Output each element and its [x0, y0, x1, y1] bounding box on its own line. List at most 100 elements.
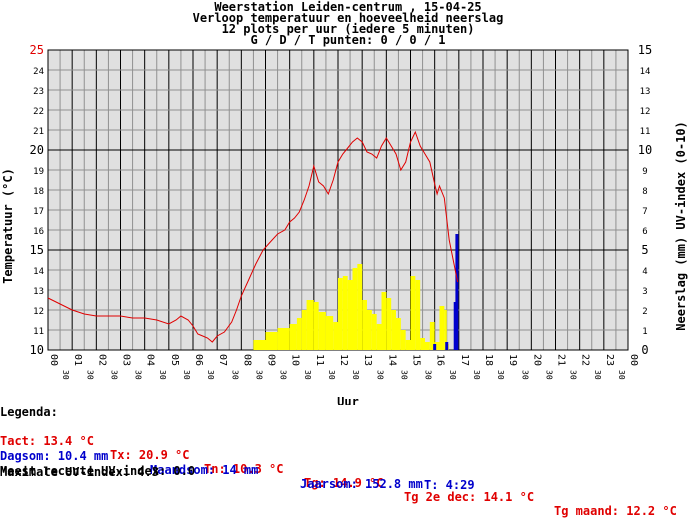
x-tick-half-hour: 30 [569, 370, 578, 380]
right-tick-label: 2 [642, 307, 647, 317]
precipitation-bar [439, 306, 445, 350]
precipitation-bar [338, 278, 343, 350]
right-tick-label: 5 [641, 243, 648, 257]
legend-tg-maand: Tg maand: 12.2 °C [554, 504, 677, 518]
left-tick-label: 21 [33, 127, 44, 137]
right-tick-label: 14 [640, 67, 651, 77]
x-tick-hour: 21 [556, 354, 567, 366]
left-tick-label: 10 [30, 343, 44, 357]
x-tick-half-hour: 30 [544, 370, 553, 380]
x-tick-hour: 19 [507, 354, 518, 366]
legend-precipitation-row: Dagsom: 10.4 mm Maandsom: 14 mm Jaarsom:… [0, 435, 423, 505]
uv-index-bar [445, 342, 449, 350]
x-tick-half-hour: 30 [158, 370, 167, 380]
precipitation-bar [429, 322, 435, 350]
temperature-series [47, 130, 459, 343]
x-tick-half-hour: 30 [593, 370, 602, 380]
x-tick-half-hour: 30 [279, 370, 288, 380]
x-tick-hour: 09 [266, 354, 277, 366]
uv-index-series [433, 234, 459, 350]
x-tick-half-hour: 30 [303, 370, 312, 380]
left-tick-label: 17 [33, 207, 44, 217]
precipitation-bar [396, 318, 401, 350]
right-tick-label: 3 [642, 287, 647, 297]
precipitation-bar [352, 268, 358, 350]
x-tick-half-hour: 30 [375, 370, 384, 380]
left-axis-ticks: 10 11 12 13 14 15 16 17 18 19 20 21 22 23 24 25 [30, 43, 44, 357]
x-tick-half-hour: 30 [61, 370, 70, 380]
precipitation-bar [391, 310, 396, 350]
x-tick-half-hour: 30 [182, 370, 191, 380]
x-tick-half-hour: 30 [134, 370, 143, 380]
precipitation-bar [333, 322, 338, 350]
precipitation-bar [420, 338, 425, 350]
precipitation-series [253, 264, 449, 350]
precipitation-bar [296, 318, 302, 350]
x-tick-half-hour: 30 [206, 370, 215, 380]
chart-title-line: 12 plots per uur (iedere 5 minuten) [222, 22, 475, 36]
left-tick-label: 22 [33, 107, 44, 117]
x-tick-hour: 06 [193, 354, 204, 366]
chart-title-line: Weerstation Leiden-centrum , 15-04-25 [214, 0, 481, 14]
precipitation-bar [425, 342, 430, 350]
x-tick-half-hour: 30 [520, 370, 529, 380]
x-tick-half-hour: 30 [496, 370, 505, 380]
precipitation-bar [405, 340, 411, 350]
x-tick-half-hour: 30 [424, 370, 433, 380]
uv-index-bar [455, 234, 459, 350]
precipitation-bar [325, 316, 334, 350]
left-tick-label: 25 [30, 43, 44, 57]
uv-index-bar [433, 344, 437, 350]
temperature-line [47, 130, 459, 343]
precipitation-bar [347, 280, 353, 350]
right-tick-label: 1 [642, 327, 647, 337]
right-tick-label: 11 [640, 127, 651, 137]
left-tick-label: 15 [30, 243, 44, 257]
legend-uv-recent-row: Meest recente UV-index: 0.0 T: 4:29 [0, 450, 475, 506]
x-tick-half-hour: 30 [448, 370, 457, 380]
y-axis-label-left: Temperatuur (°C) [1, 168, 15, 284]
chart-title-line: Verloop temperatuur en hoeveelheid neers… [193, 11, 504, 25]
x-axis-label: Uur [337, 395, 359, 405]
x-tick-half-hour: 30 [254, 370, 263, 380]
x-tick-hour: 11 [314, 354, 325, 366]
precipitation-bar [400, 330, 406, 350]
right-tick-label: 9 [642, 167, 647, 177]
precipitation-bar [289, 324, 297, 350]
left-tick-label: 19 [33, 167, 44, 177]
right-tick-label: 7 [642, 207, 647, 217]
x-tick-hour: 23 [604, 354, 615, 366]
x-tick-hour: 17 [459, 354, 470, 366]
right-tick-label: 8 [642, 187, 647, 197]
precipitation-bar [381, 292, 387, 350]
left-tick-label: 20 [30, 143, 44, 157]
legend-uv-max: Maximale UV-index: 4.3 [0, 465, 159, 479]
x-tick-half-hour: 30 [109, 370, 118, 380]
legend-tn: Tn: 10.3 °C [204, 462, 284, 476]
precipitation-bar [265, 332, 278, 350]
left-tick-label: 12 [33, 307, 44, 317]
right-tick-label: 10 [638, 143, 652, 157]
x-tick-hour: 14 [386, 354, 397, 366]
precipitation-bar [367, 310, 372, 350]
precipitation-bar [362, 300, 367, 350]
legend-tg-2e-dec: Tg 2e dec: 14.1 °C [404, 490, 535, 504]
right-tick-label: 0 [641, 343, 648, 357]
x-tick-hour: 05 [169, 354, 180, 366]
right-tick-label: 4 [642, 267, 647, 277]
legend-heading: Legenda: [0, 405, 58, 419]
x-tick-hour: 00 [48, 354, 59, 366]
x-tick-half-hour: 30 [85, 370, 94, 380]
left-tick-label: 13 [33, 287, 44, 297]
legend-time: T: 4:29 [424, 478, 475, 492]
x-tick-half-hour: 30 [327, 370, 336, 380]
precipitation-bar [386, 298, 392, 350]
precipitation-bar [313, 302, 319, 350]
x-tick-hour: 16 [435, 354, 446, 366]
legend-uv-recent: Meest recente UV-index: 0.0 [0, 464, 196, 478]
right-tick-label: 6 [642, 227, 647, 237]
precipitation-bar [415, 280, 421, 350]
left-tick-label: 23 [33, 87, 44, 97]
legend-tx: Tx: 20.9 °C [110, 448, 190, 462]
precipitation-bar [318, 312, 326, 350]
